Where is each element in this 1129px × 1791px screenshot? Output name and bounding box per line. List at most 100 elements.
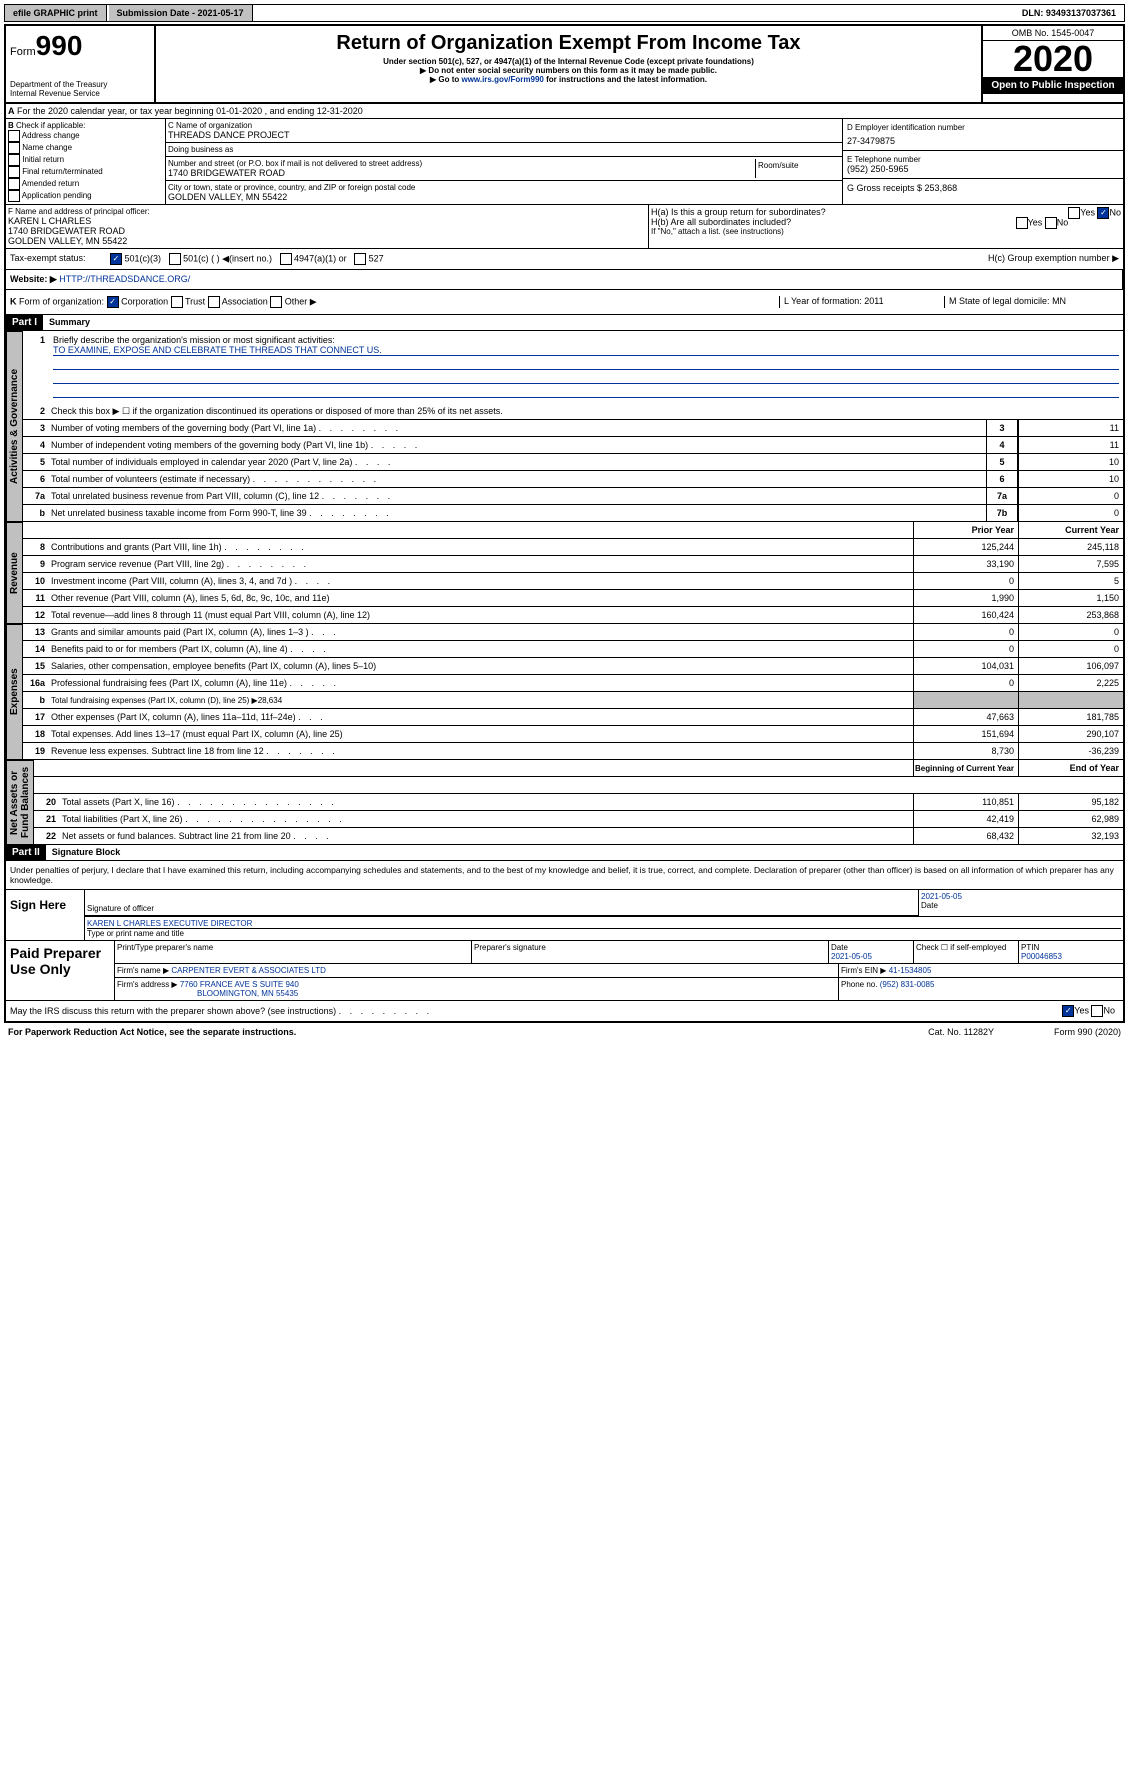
officer-city: GOLDEN VALLEY, MN 55422 (8, 236, 646, 246)
footer-right: Form 990 (2020) (1054, 1027, 1121, 1037)
form-container: Form990 Department of the Treasury Inter… (4, 24, 1125, 1023)
line-3: Number of voting members of the governin… (49, 421, 986, 435)
prep-name-hdr: Print/Type preparer's name (115, 941, 472, 963)
addr-label: Number and street (or P.O. box if mail i… (168, 159, 755, 168)
part1-title: Summary (43, 317, 90, 327)
mission-label: Briefly describe the organization's miss… (53, 335, 1119, 345)
domicile-label: M State of legal domicile: (949, 296, 1050, 306)
line-9: Program service revenue (Part VIII, line… (49, 557, 913, 571)
line-13: Grants and similar amounts paid (Part IX… (49, 625, 913, 639)
mission-text: TO EXAMINE, EXPOSE AND CELEBRATE THE THR… (53, 345, 1119, 356)
line-10: Investment income (Part VIII, column (A)… (49, 574, 913, 588)
year-formation-label: L Year of formation: (784, 296, 862, 306)
dba-label: Doing business as (166, 143, 842, 157)
end-year-hdr: End of Year (1018, 760, 1123, 776)
ein-value: 27-3479875 (847, 136, 1119, 146)
row-a: A For the 2020 calendar year, or tax yea… (6, 104, 1123, 119)
line-7b: Net unrelated business taxable income fr… (49, 506, 986, 520)
line-14: Benefits paid to or for members (Part IX… (49, 642, 913, 656)
line-22: Net assets or fund balances. Subtract li… (60, 829, 913, 843)
part1-header: Part I (6, 315, 43, 330)
line-17: Other expenses (Part IX, column (A), lin… (49, 710, 913, 724)
line-11: Other revenue (Part VIII, column (A), li… (49, 591, 913, 605)
inspection-badge: Open to Public Inspection (983, 77, 1123, 94)
ein-label: D Employer identification number (847, 123, 1119, 132)
line-2: Check this box ▶ ☐ if the organization d… (49, 404, 1123, 419)
line-12: Total revenue—add lines 8 through 11 (mu… (49, 608, 913, 622)
perjury-text: Under penalties of perjury, I declare th… (6, 861, 1123, 890)
efile-button[interactable]: efile GRAPHIC print (5, 5, 107, 21)
h-a: H(a) Is this a group return for subordin… (651, 207, 1121, 217)
website-label: Website: ▶ (10, 274, 57, 284)
officer-addr: 1740 BRIDGEWATER ROAD (8, 226, 646, 236)
subtitle-2: ▶ Do not enter social security numbers o… (160, 66, 977, 75)
line-3-val: 11 (1018, 420, 1123, 436)
line-4-val: 11 (1018, 437, 1123, 453)
line-7a-val: 0 (1018, 488, 1123, 504)
vtab-expenses: Expenses (6, 624, 23, 760)
org-name-label: C Name of organization (168, 121, 840, 130)
discuss-text: May the IRS discuss this return with the… (8, 1004, 1062, 1018)
line-6: Total number of volunteers (estimate if … (49, 472, 986, 486)
col-b-checkboxes: B Check if applicable: Address change Na… (6, 119, 166, 204)
tax-year: 2020 (983, 41, 1123, 77)
line-4: Number of independent voting members of … (49, 438, 986, 452)
footer-left: For Paperwork Reduction Act Notice, see … (8, 1027, 296, 1037)
form-title: Return of Organization Exempt From Incom… (160, 32, 977, 55)
website-link[interactable]: HTTP://THREADSDANCE.ORG/ (59, 274, 190, 284)
submission-date-button[interactable]: Submission Date - 2021-05-17 (109, 5, 253, 21)
irs-link[interactable]: www.irs.gov/Form990 (461, 75, 543, 84)
form-number: Form990 (10, 30, 150, 62)
beg-year-hdr: Beginning of Current Year (913, 760, 1018, 776)
line-7b-val: 0 (1018, 505, 1123, 521)
tax-status-label: Tax-exempt status: (10, 253, 110, 265)
self-emp-hdr: Check ☐ if self-employed (914, 941, 1019, 963)
h-c: H(c) Group exemption number ▶ (988, 253, 1119, 265)
prior-year-hdr: Prior Year (913, 522, 1018, 538)
domicile: MN (1052, 296, 1066, 306)
city-label: City or town, state or province, country… (168, 183, 840, 192)
phone-value: (952) 250-5965 (847, 164, 1119, 174)
org-name: THREADS DANCE PROJECT (168, 130, 840, 140)
tax-status-opts: ✓ 501(c)(3) 501(c) ( ) ◀(insert no.) 494… (110, 253, 384, 265)
line-21: Total liabilities (Part X, line 26) . . … (60, 812, 913, 826)
line-5-val: 10 (1018, 454, 1123, 470)
name-title-label: Type or print name and title (87, 929, 1121, 938)
phone-label: E Telephone number (847, 155, 1119, 164)
form-org-label: Form of organization: (19, 296, 104, 306)
gross-label: G Gross receipts $ (847, 183, 922, 193)
line-5: Total number of individuals employed in … (49, 455, 986, 469)
officer-name: KAREN L CHARLES (8, 216, 646, 226)
vtab-netassets: Net Assets or Fund Balances (6, 760, 34, 845)
street-address: 1740 BRIDGEWATER ROAD (168, 168, 755, 178)
year-formation: 2011 (864, 296, 883, 306)
vtab-revenue: Revenue (6, 522, 23, 624)
gross-value: 253,868 (925, 183, 958, 193)
sig-date-label: Date (921, 901, 1121, 910)
line-6-val: 10 (1018, 471, 1123, 487)
officer-label: F Name and address of principal officer: (8, 207, 646, 216)
paid-preparer-label: Paid Preparer Use Only (6, 941, 115, 1000)
city-state-zip: GOLDEN VALLEY, MN 55422 (168, 192, 840, 202)
subtitle-3: ▶ Go to www.irs.gov/Form990 for instruct… (160, 75, 977, 84)
sig-officer-label: Signature of officer (85, 890, 919, 916)
dln-label: DLN: 93493137037361 (1014, 5, 1124, 21)
line-16a: Professional fundraising fees (Part IX, … (49, 676, 913, 690)
line-7a: Total unrelated business revenue from Pa… (49, 489, 986, 503)
prep-sig-hdr: Preparer's signature (472, 941, 829, 963)
subtitle-1: Under section 501(c), 527, or 4947(a)(1)… (160, 57, 977, 66)
part2-header: Part II (6, 845, 46, 860)
current-year-hdr: Current Year (1018, 522, 1123, 538)
h-b: H(b) Are all subordinates included? Yes … (651, 217, 1121, 227)
top-toolbar: efile GRAPHIC print Submission Date - 20… (4, 4, 1125, 22)
room-label: Room/suite (756, 159, 840, 178)
line-8: Contributions and grants (Part VIII, lin… (49, 540, 913, 554)
line-18: Total expenses. Add lines 13–17 (must eq… (49, 727, 913, 741)
vtab-governance: Activities & Governance (6, 331, 23, 522)
sign-here-label: Sign Here (6, 890, 85, 940)
dept-label: Department of the Treasury Internal Reve… (10, 80, 150, 98)
part2-title: Signature Block (46, 847, 121, 857)
line-20: Total assets (Part X, line 16) . . . . .… (60, 795, 913, 809)
footer-cat: Cat. No. 11282Y (928, 1027, 994, 1037)
line-15: Salaries, other compensation, employee b… (49, 659, 913, 673)
